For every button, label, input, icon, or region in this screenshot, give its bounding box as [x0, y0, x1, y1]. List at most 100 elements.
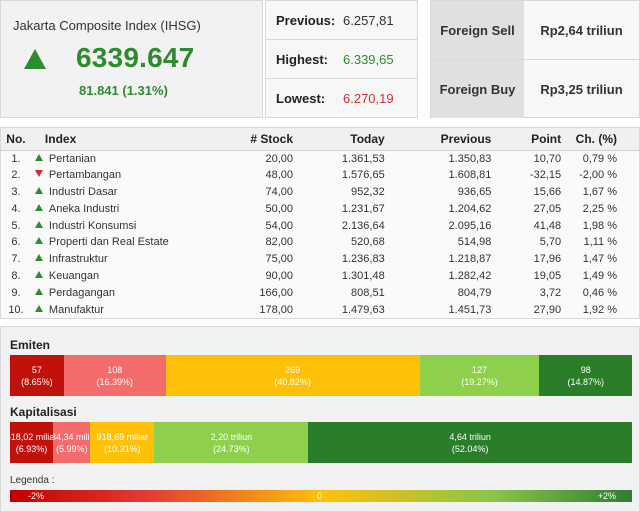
row-no: 5. — [11, 219, 21, 232]
segment-value: 127 — [472, 364, 488, 375]
row-stock: 20,00 — [265, 152, 293, 165]
stat-highest: Highest: 6.339,65 — [266, 40, 417, 79]
row-index-label: Pertanian — [48, 152, 97, 165]
row-index-name: Aneka Industri — [31, 200, 215, 217]
down-triangle-icon — [34, 170, 43, 178]
kapitalisasi-title: Kapitalisasi — [10, 405, 77, 419]
col-header-previous: Previous — [384, 128, 492, 151]
row-previous: 804,79 — [457, 286, 492, 299]
sector-index-table: No. Index # Stock Today Previous Point C… — [0, 127, 640, 319]
col-header-index: Index — [30, 128, 216, 151]
row-change: 1,47 % — [582, 253, 617, 266]
row-point: 27,05 — [533, 202, 562, 215]
row-today: 1.231,67 — [341, 202, 385, 215]
row-today: 2.136,64 — [341, 219, 385, 232]
row-change: 0,79 % — [582, 152, 617, 165]
col-header-point: Point — [491, 128, 562, 151]
row-index-name: Infrastruktur — [31, 251, 215, 268]
row-change: 1,98 % — [582, 219, 617, 232]
row-point: 15,66 — [533, 185, 562, 198]
row-index-label: Industri Dasar — [48, 185, 118, 198]
row-stock: 54,00 — [265, 219, 293, 232]
row-index-label: Pertambangan — [48, 169, 122, 182]
up-triangle-icon — [34, 254, 43, 262]
emiten-segment: 269 (40.82%) — [165, 355, 420, 396]
table-row: 2. Pertambangan 48,00 1.576,65 1.608,81 -32,1… — [1, 167, 639, 184]
foreign-buy-row: Foreign Buy Rp3,25 triliun — [431, 60, 639, 118]
segment-percent: (19.27%) — [461, 376, 498, 387]
row-index-label: Keuangan — [48, 269, 100, 282]
col-header-change: Ch. (%) — [561, 128, 639, 151]
row-point: 41,48 — [533, 219, 562, 232]
legend-title: Legenda : — [10, 475, 55, 486]
kapitalisasi-segment: 918,69 miliar (10.31%) — [90, 422, 155, 463]
emiten-title: Emiten — [10, 338, 51, 352]
row-change: -2,00 % — [579, 169, 617, 182]
row-point: -32,15 — [529, 169, 562, 182]
row-point: 5,70 — [539, 236, 562, 249]
row-no: 10. — [8, 303, 24, 316]
index-value: 6339.647 — [76, 42, 195, 73]
row-index-label: Infrastruktur — [48, 253, 108, 266]
row-point: 17,96 — [533, 253, 562, 266]
row-previous: 1.608,81 — [448, 169, 492, 182]
row-previous: 1.350,83 — [448, 152, 492, 165]
up-triangle-icon — [34, 186, 43, 194]
table-row: 4. Aneka Industri 50,00 1.231,67 1.204,62 27,… — [1, 200, 639, 217]
emiten-segment: 108 (16.39%) — [63, 355, 166, 396]
row-index-name: Properti dan Real Estate — [31, 234, 215, 251]
foreign-sell-label: Foreign Sell — [431, 1, 524, 59]
row-index-label: Industri Konsumsi — [48, 219, 137, 232]
emiten-segment: 127 (19.27%) — [419, 355, 540, 396]
row-point: 3,72 — [539, 286, 562, 299]
index-summary-panel: Jakarta Composite Index (IHSG) 6339.647 … — [0, 0, 263, 118]
up-triangle-icon — [34, 153, 43, 161]
row-previous: 1.282,42 — [448, 269, 492, 282]
legend-mid-label: 0 — [317, 491, 323, 501]
up-triangle-icon — [34, 203, 43, 211]
up-triangle-icon — [34, 237, 43, 245]
col-header-no: No. — [1, 128, 31, 151]
stat-value: 6.257,81 — [343, 12, 394, 28]
table-row: 5. Industri Konsumsi 54,00 2.136,64 2.095,16… — [1, 217, 639, 234]
legend-gradient-bar: -2% 0 +2% — [10, 490, 632, 502]
kapitalisasi-segment: 2,20 triliun (24.73%) — [154, 422, 309, 463]
stat-previous: Previous: 6.257,81 — [266, 1, 417, 40]
row-index-name: Industri Dasar — [31, 184, 215, 201]
row-change: 1,67 % — [582, 185, 617, 198]
up-triangle-icon — [34, 220, 43, 228]
segment-value: 618,02 miliar — [10, 431, 54, 442]
row-no: 7. — [11, 253, 21, 266]
table-row: 8. Keuangan 90,00 1.301,48 1.282,42 19,05 1,49… — [1, 268, 639, 285]
row-stock: 166,00 — [259, 286, 293, 299]
row-point: 27,90 — [533, 303, 562, 316]
row-today: 1.301,48 — [341, 269, 385, 282]
row-change: 2,25 % — [582, 202, 617, 215]
row-stock: 75,00 — [265, 253, 293, 266]
stat-value: 6.270,19 — [343, 91, 394, 106]
foreign-buy-label: Foreign Buy — [431, 60, 524, 118]
index-change: 81.841 (1.31%) — [79, 83, 168, 98]
row-change: 1,11 % — [583, 236, 617, 249]
foreign-buy-value: Rp3,25 triliun — [540, 81, 623, 97]
segment-value: 269 — [285, 364, 301, 375]
segment-value: 108 — [107, 364, 123, 375]
row-no: 4. — [11, 202, 21, 215]
row-no: 1. — [11, 152, 21, 165]
table-row: 7. Infrastruktur 75,00 1.236,83 1.218,87 17,9… — [1, 251, 639, 268]
row-today: 952,32 — [351, 185, 385, 198]
row-today: 1.576,65 — [341, 169, 385, 182]
row-point: 19,05 — [533, 269, 562, 282]
segment-value: 57 — [31, 364, 42, 375]
up-triangle-icon — [34, 270, 43, 278]
row-no: 6. — [11, 236, 21, 249]
emiten-segment: 57 (8.65%) — [10, 355, 64, 396]
segment-percent: (5.99%) — [55, 443, 88, 454]
foreign-sell-value: Rp2,64 triliun — [540, 22, 623, 38]
row-change: 1,92 % — [582, 303, 617, 316]
kapitalisasi-segment: 618,02 miliar(6.93%) — [10, 422, 54, 463]
segment-percent: (10.31%) — [104, 443, 141, 454]
row-no: 9. — [11, 286, 21, 299]
emiten-segment: 98 (14.87%) — [539, 355, 632, 396]
row-no: 2. — [11, 169, 21, 182]
